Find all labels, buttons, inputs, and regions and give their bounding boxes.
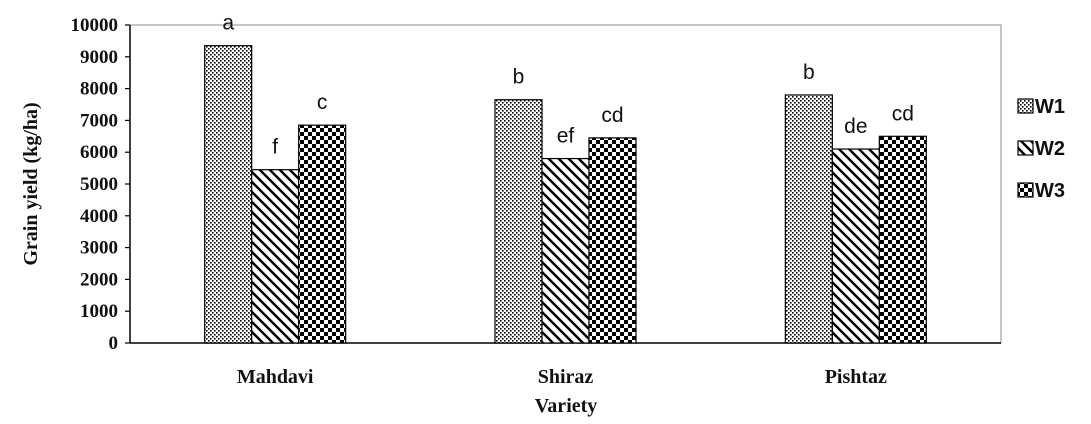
significance-labels: a f c b ef cd b de cd bbox=[222, 12, 914, 159]
legend-label-w1: W1 bbox=[1035, 96, 1065, 118]
legend-label-w3: W3 bbox=[1035, 180, 1065, 202]
x-axis-title: Variety bbox=[535, 395, 598, 417]
significance-label: b bbox=[513, 66, 525, 89]
bar-w2-pishtaz bbox=[831, 148, 880, 344]
bar-w3-pishtaz bbox=[878, 135, 927, 344]
bar-w3-shiraz bbox=[588, 137, 637, 344]
y-tick-label: 5000 bbox=[80, 174, 118, 195]
bar-w1-mahdavi bbox=[204, 45, 253, 344]
bar-w1-shiraz bbox=[494, 99, 543, 344]
y-tick-label: 4000 bbox=[80, 206, 118, 227]
x-tick-label-mahdavi: Mahdavi bbox=[237, 366, 314, 388]
legend-swatch-w2 bbox=[1017, 140, 1034, 156]
x-tick-label-shiraz: Shiraz bbox=[538, 366, 594, 388]
y-tick-label: 7000 bbox=[80, 110, 118, 131]
y-tick-label: 3000 bbox=[80, 238, 118, 259]
y-tick-label: 8000 bbox=[80, 79, 118, 100]
significance-label: a bbox=[222, 12, 234, 35]
y-tick-label: 10000 bbox=[71, 15, 119, 36]
bar-w3-mahdavi bbox=[298, 124, 347, 344]
legend: W1 W2 W3 bbox=[1017, 96, 1065, 202]
bar-w2-mahdavi bbox=[251, 169, 300, 344]
significance-label: c bbox=[317, 91, 328, 114]
legend-label-w2: W2 bbox=[1035, 138, 1065, 160]
significance-label: de bbox=[844, 115, 867, 138]
y-tick-label: 9000 bbox=[80, 47, 118, 68]
bar-w2-shiraz bbox=[541, 157, 590, 344]
x-tick-label-pishtaz: Pishtaz bbox=[825, 366, 887, 388]
bar-w1-pishtaz bbox=[784, 94, 833, 344]
significance-label: ef bbox=[557, 125, 575, 148]
significance-label: b bbox=[803, 61, 815, 84]
y-tick-label: 0 bbox=[109, 333, 119, 354]
y-tick-label: 2000 bbox=[80, 269, 118, 290]
significance-label: cd bbox=[601, 104, 623, 127]
y-tick-label: 6000 bbox=[80, 142, 118, 163]
bars bbox=[204, 45, 927, 344]
significance-label: f bbox=[272, 136, 278, 159]
legend-swatch-w1 bbox=[1017, 98, 1034, 114]
x-tick-labels: Mahdavi Shiraz Pishtaz bbox=[237, 366, 887, 388]
significance-label: cd bbox=[892, 102, 914, 125]
y-axis-title: Grain yield (kg/ha) bbox=[20, 102, 42, 265]
y-tick-label: 1000 bbox=[80, 301, 118, 322]
y-ticks: 0 1000 2000 3000 4000 5000 6000 7000 8000 9000 100… bbox=[71, 15, 130, 354]
legend-swatch-w3 bbox=[1017, 182, 1034, 198]
